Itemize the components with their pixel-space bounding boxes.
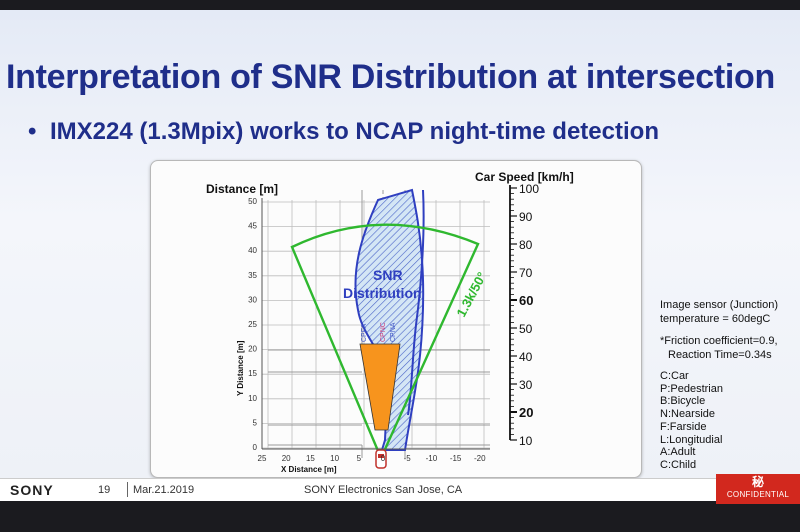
x-tick-label: 10 [330,454,339,463]
confidential-label: CONFIDENTIAL [726,490,790,499]
legend-item: B:Bicycle [660,395,706,408]
speed-tick-label: 30 [519,378,533,392]
friction-note-line1: *Friction coefficient=0.9, [660,335,778,347]
x-tick-label: -10 [426,454,438,463]
confidential-badge: 秘 CONFIDENTIAL [716,474,800,504]
legend-item: P:Pedestrian [660,382,723,395]
sensor-note-line1: Image sensor (Junction) [660,299,778,311]
y-tick-label: 40 [248,246,257,255]
legend-item: N:Nearside [660,408,716,421]
speed-tick-labels: 100 90 80 70 60 50 40 30 20 10 [510,182,539,448]
snr-label-line2: Distribution [343,285,422,301]
page-number: 19 [98,484,111,496]
footer-divider [127,482,128,497]
friction-note-line2: Reaction Time=0.34s [668,349,772,361]
y-tick-label: 50 [248,197,257,206]
snr-outer-curve [407,189,425,416]
y-tick-label: 0 [253,443,258,452]
confidential-mark: 秘 [751,475,764,489]
friction-note: *Friction coefficient=0.9, Reaction Time… [660,334,800,362]
y-tick-label: 10 [248,394,257,403]
speed-tick-label: 80 [519,238,533,252]
y-tick-label: 15 [248,369,257,378]
x-axis-label: X Distance [m] [281,465,337,474]
abbreviation-legend: C:Car P:Pedestrian B:Bicycle N:Nearside … [660,370,800,472]
x-tick-labels: 25 20 15 10 5 0 -5 -10 -15 -20 [258,454,487,463]
fov-boundary [290,223,480,461]
bullet-item: • IMX224 (1.3Mpix) works to NCAP night-ti… [28,118,659,146]
y-tick-label: 35 [248,271,257,280]
x-tick-label: -15 [450,454,462,463]
target-zone [359,343,401,431]
slide-title: Interpretation of SNR Distribution at in… [6,58,775,96]
speed-tick-label: 60 [519,293,533,308]
right-axis-title: Car Speed [km/h] [475,170,574,184]
brand-logo: SONY [10,482,54,498]
sensor-note-line2: temperature = 60degC [660,313,771,325]
presentation-location: SONY Electronics San Jose, CA [304,484,463,496]
x-tick-label: -20 [474,454,486,463]
curve-label-cpfa: CPFA [361,323,368,342]
x-tick-label: 25 [258,454,267,463]
x-tick-label: 20 [282,454,291,463]
legend-item: C:Child [660,458,697,471]
legend-item: A:Adult [660,446,696,459]
snr-label-line1: SNR [373,267,403,283]
y-tick-label: 20 [248,345,257,354]
speed-tick-label: 70 [519,266,533,280]
legend-item: C:Car [660,370,689,382]
speed-tick-label: 100 [519,182,539,196]
y-tick-label: 5 [253,418,258,427]
footer-bar: SONY 19 Mar.21.2019 SONY Electronics San… [0,478,800,501]
sensor-note: Image sensor (Junction) temperature = 60… [660,298,800,326]
legend-item: F:Farside [660,420,707,433]
x-tick-label: 15 [306,454,315,463]
x-tick-label: 0 [381,454,386,463]
bullet-marker: • [28,118,37,145]
bullet-text: IMX224 (1.3Mpix) works to NCAP night-tim… [50,118,659,145]
legend-item: L:Longitudial [660,433,723,446]
ego-car-icon [375,449,387,469]
presentation-date: Mar.21.2019 [133,484,195,496]
side-notes: Image sensor (Junction) temperature = 60… [660,298,800,472]
y-tick-label: 45 [248,222,257,231]
speed-tick-label: 10 [519,434,533,448]
y-tick-label: 30 [248,295,257,304]
speed-tick-label: 40 [519,350,533,364]
speed-tick-label: 50 [519,322,533,336]
speed-tick-label: 20 [519,405,533,420]
x-tick-label: 5 [357,454,362,463]
y-axis-label: Y Distance [m] [236,340,245,396]
speed-tick-label: 90 [519,210,533,224]
y-tick-label: 25 [248,320,257,329]
curve-label-cpna: CPNA [390,322,397,342]
curve-label-cpnc: CPNC [380,322,387,342]
left-axis-title: Distance [m] [206,182,278,196]
x-tick-label: -5 [404,454,412,463]
